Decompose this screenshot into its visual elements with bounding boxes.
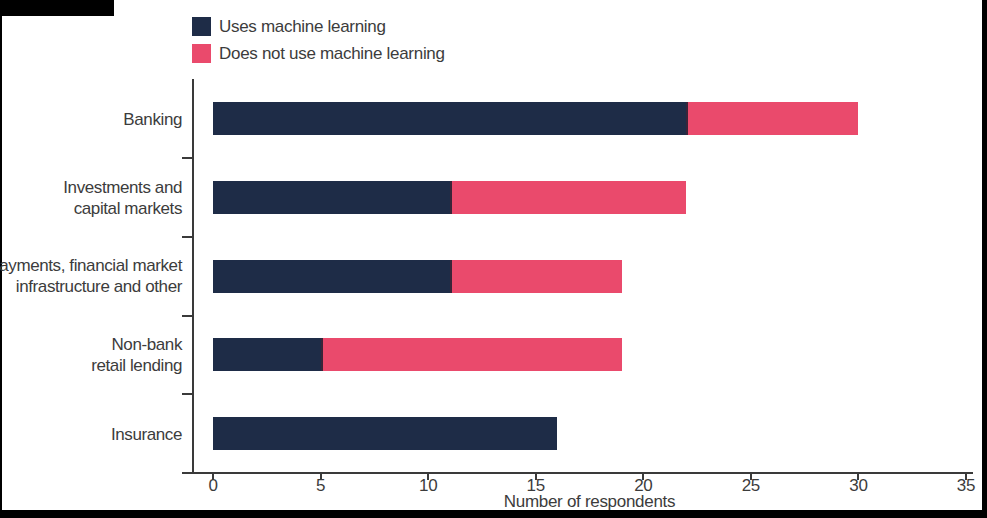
y-tick <box>182 236 193 238</box>
bar-segment-no-ml <box>450 260 622 293</box>
category-label: Non-bankretail lending <box>91 334 182 376</box>
bar-segment-uses-ml <box>213 102 686 135</box>
figure-canvas: Uses machine learning Does not use machi… <box>0 0 987 518</box>
bar-segment-no-ml <box>321 338 622 371</box>
bar-segment-uses-ml <box>213 260 450 293</box>
y-tick <box>182 157 193 159</box>
category-label: Investments andcapital markets <box>63 177 182 219</box>
x-tick-label: 0 <box>193 478 233 494</box>
category-label-line: retail lending <box>91 355 182 376</box>
legend-swatch-ml <box>192 17 211 36</box>
bar-segment-no-ml <box>450 181 687 214</box>
right-border-bar <box>982 0 987 518</box>
x-tick-label: 5 <box>301 478 341 494</box>
bar-segment-no-ml <box>686 102 858 135</box>
top-left-black-block <box>0 0 114 16</box>
category-label-line: Banking <box>123 108 182 129</box>
y-tick <box>182 393 193 395</box>
bar-segment-uses-ml <box>213 338 321 371</box>
bottom-border-bar <box>0 510 987 518</box>
bar-segment-uses-ml <box>213 181 450 214</box>
y-tick <box>182 315 193 317</box>
x-tick-label: 10 <box>408 478 448 494</box>
x-tick-label: 15 <box>516 478 556 494</box>
category-label: Insurance <box>111 423 182 444</box>
category-label-line: infrastructure and other <box>0 276 182 297</box>
legend-swatch-no-ml <box>192 44 211 63</box>
category-label: Banking <box>123 108 182 129</box>
category-label-line: Payments, financial market <box>0 255 182 276</box>
category-label-line: capital markets <box>63 198 182 219</box>
x-tick-label: 20 <box>623 478 663 494</box>
x-tick-label: 25 <box>731 478 771 494</box>
x-tick-label: 35 <box>946 478 986 494</box>
category-label-line: Insurance <box>111 423 182 444</box>
legend-label: Uses machine learning <box>219 17 386 37</box>
bar-segment-uses-ml <box>213 417 557 450</box>
category-label-line: Non-bank <box>91 334 182 355</box>
y-axis-line <box>192 79 194 474</box>
x-axis-line <box>182 472 973 474</box>
legend-label: Does not use machine learning <box>219 44 445 64</box>
category-label-line: Investments and <box>63 177 182 198</box>
x-axis-title: Number of respondents <box>440 493 740 511</box>
x-tick-label: 30 <box>838 478 878 494</box>
category-label: Payments, financial marketinfrastructure… <box>0 255 182 297</box>
